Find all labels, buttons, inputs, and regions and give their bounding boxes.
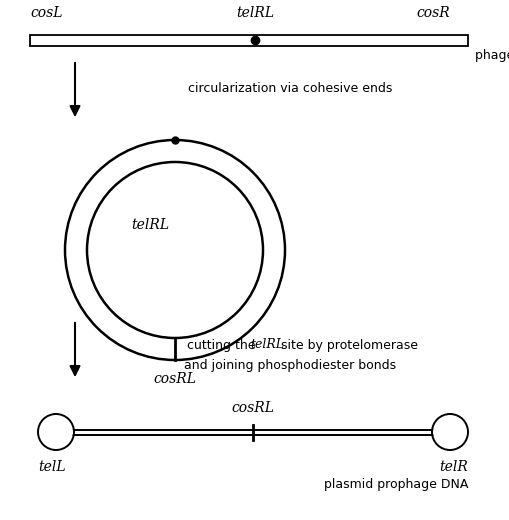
Text: phage DNA: phage DNA [475,49,509,62]
Bar [30,34,468,45]
Text: telL: telL [38,460,66,474]
Text: telRL: telRL [236,6,274,20]
Circle shape [39,415,73,449]
Text: telR: telR [439,460,468,474]
Text: cosRL: cosRL [154,372,196,386]
Text: plasmid prophage DNA: plasmid prophage DNA [324,478,468,491]
Circle shape [433,415,467,449]
Text: circularization via cohesive ends: circularization via cohesive ends [188,82,392,95]
Text: telRL: telRL [250,339,284,352]
Text: and joining phosphodiester bonds: and joining phosphodiester bonds [184,358,396,371]
Text: telRL: telRL [131,218,169,232]
Text: cutting the: cutting the [187,339,259,352]
Text: cosL: cosL [30,6,63,20]
Text: cosR: cosR [416,6,450,20]
Text: cosRL: cosRL [232,401,274,415]
Text: site by protelomerase: site by protelomerase [277,339,418,352]
